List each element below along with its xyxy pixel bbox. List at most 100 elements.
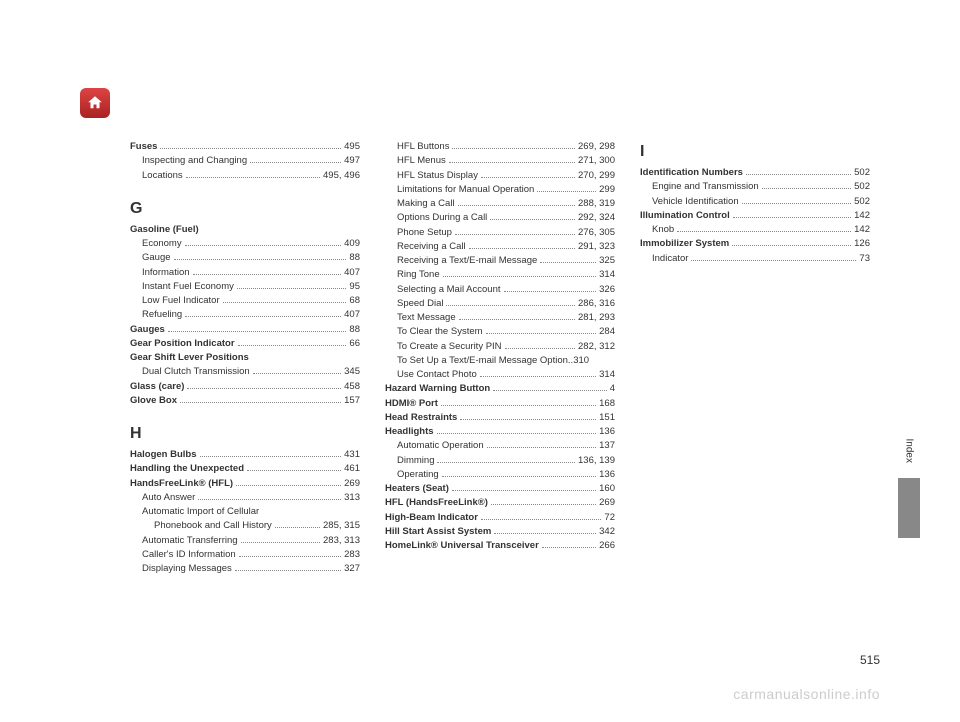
index-entry-page: 342 [599,525,615,539]
index-entry: Locations495, 496 [130,169,360,183]
index-entry-page: 270, 299 [578,169,615,183]
index-entry-label: Gasoline (Fuel) [130,223,199,237]
index-entry-page: 310 [573,354,589,368]
index-entry-label: Selecting a Mail Account [397,283,501,297]
index-entry-label: HFL Menus [397,154,446,168]
index-entry-label: Automatic Operation [397,439,484,453]
index-entry: HFL Status Display 270, 299 [385,169,615,183]
index-entry: Gasoline (Fuel) [130,223,360,237]
index-entry: Automatic Transferring283, 313 [130,534,360,548]
index-entry-label: High-Beam Indicator [385,511,478,525]
index-entry: Displaying Messages327 [130,562,360,576]
index-entry-label: Gear Position Indicator [130,337,235,351]
index-entry-page: 157 [344,394,360,408]
index-entry-label: HandsFreeLink® (HFL) [130,477,233,491]
index-entry: Head Restraints151 [385,411,615,425]
index-entry-label: Knob [652,223,674,237]
index-entry: Dual Clutch Transmission345 [130,365,360,379]
watermark: carmanualsonline.info [733,686,880,702]
index-entry-label: Receiving a Call [397,240,466,254]
index-entry-page: 4 [610,382,615,396]
index-entry-page: 431 [344,448,360,462]
index-entry-label: HFL Buttons [397,140,449,154]
index-column-2: HFL Buttons269, 298HFL Menus271, 300HFL … [385,140,615,576]
index-entry: Vehicle Identification502 [640,195,870,209]
index-entry-page: 136 [599,425,615,439]
index-entry-page: 291, 323 [578,240,615,254]
index-entry-page: 266 [599,539,615,553]
index-column-1: Fuses495Inspecting and Changing497Locati… [130,140,360,576]
index-entry: Dimming136, 139 [385,454,615,468]
index-entry-label: Auto Answer [142,491,195,505]
index-entry-page: 292, 324 [578,211,615,225]
index-columns: Fuses495Inspecting and Changing497Locati… [130,140,870,576]
index-entry: Identification Numbers502 [640,166,870,180]
index-entry-page: 136 [599,468,615,482]
index-entry-label: Use Contact Photo [397,368,477,382]
index-entry-label: HFL (HandsFreeLink®) [385,496,488,510]
index-entry: Fuses495 [130,140,360,154]
index-entry-page: 409 [344,237,360,251]
index-entry-page: 271, 300 [578,154,615,168]
index-entry-page: 137 [599,439,615,453]
index-entry-label: To Create a Security PIN [397,340,502,354]
index-entry: Gear Shift Lever Positions [130,351,360,365]
index-entry-label: Inspecting and Changing [142,154,247,168]
index-entry-label: Indicator [652,252,688,266]
index-entry-label: Engine and Transmission [652,180,759,194]
index-entry-label: Immobilizer System [640,237,729,251]
side-tab [898,478,920,538]
index-entry-label: Text Message [397,311,456,325]
page-number: 515 [860,653,880,667]
index-entry-page: 72 [604,511,615,525]
index-entry-label: Operating [397,468,439,482]
index-entry-page: 88 [349,323,360,337]
index-entry-page: 95 [349,280,360,294]
index-entry-label: HDMI® Port [385,397,438,411]
index-entry: HFL Buttons269, 298 [385,140,615,154]
index-entry: Handling the Unexpected 461 [130,462,360,476]
index-entry: Phonebook and Call History285, 315 [130,519,360,533]
index-entry: Heaters (Seat)160 [385,482,615,496]
index-entry-page: 461 [344,462,360,476]
index-entry-page: 502 [854,195,870,209]
index-entry-page: 136, 139 [578,454,615,468]
index-entry: To Clear the System284 [385,325,615,339]
index-entry: Text Message281, 293 [385,311,615,325]
index-entry: Low Fuel Indicator68 [130,294,360,308]
index-entry-label: Gauge [142,251,171,265]
index-entry-page: 502 [854,166,870,180]
index-entry: Options During a Call292, 324 [385,211,615,225]
index-entry-label: Handling the Unexpected [130,462,244,476]
index-entry: To Set Up a Text/E-mail Message Option..… [385,354,615,368]
index-entry-label: HFL Status Display [397,169,478,183]
index-entry-page: 407 [344,266,360,280]
index-entry-label: Limitations for Manual Operation [397,183,534,197]
index-entry: Receiving a Call 291, 323 [385,240,615,254]
index-entry-label: Information [142,266,190,280]
index-entry-page: 68 [349,294,360,308]
index-entry: Inspecting and Changing497 [130,154,360,168]
index-entry: Ring Tone314 [385,268,615,282]
index-entry: Glove Box157 [130,394,360,408]
index-entry-page: 286, 316 [578,297,615,311]
index-entry: Limitations for Manual Operation299 [385,183,615,197]
index-entry-label: Caller's ID Information [142,548,236,562]
index-entry-label: Gauges [130,323,165,337]
index-entry-page: 314 [599,268,615,282]
index-entry-label: Illumination Control [640,209,730,223]
index-entry-label: Automatic Import of Cellular [142,505,259,519]
index-entry: Operating 136 [385,468,615,482]
index-entry-page: 269 [344,477,360,491]
index-entry: Illumination Control142 [640,209,870,223]
index-entry: Gauge88 [130,251,360,265]
index-entry-label: Dual Clutch Transmission [142,365,250,379]
index-entry: Halogen Bulbs431 [130,448,360,462]
index-entry-label: Speed Dial [397,297,443,311]
index-entry-label: Receiving a Text/E-mail Message [397,254,537,268]
index-entry: Instant Fuel Economy95 [130,280,360,294]
index-entry: Receiving a Text/E-mail Message325 [385,254,615,268]
index-entry-label: Fuses [130,140,157,154]
home-icon[interactable] [80,88,110,118]
index-entry-page: 282, 312 [578,340,615,354]
